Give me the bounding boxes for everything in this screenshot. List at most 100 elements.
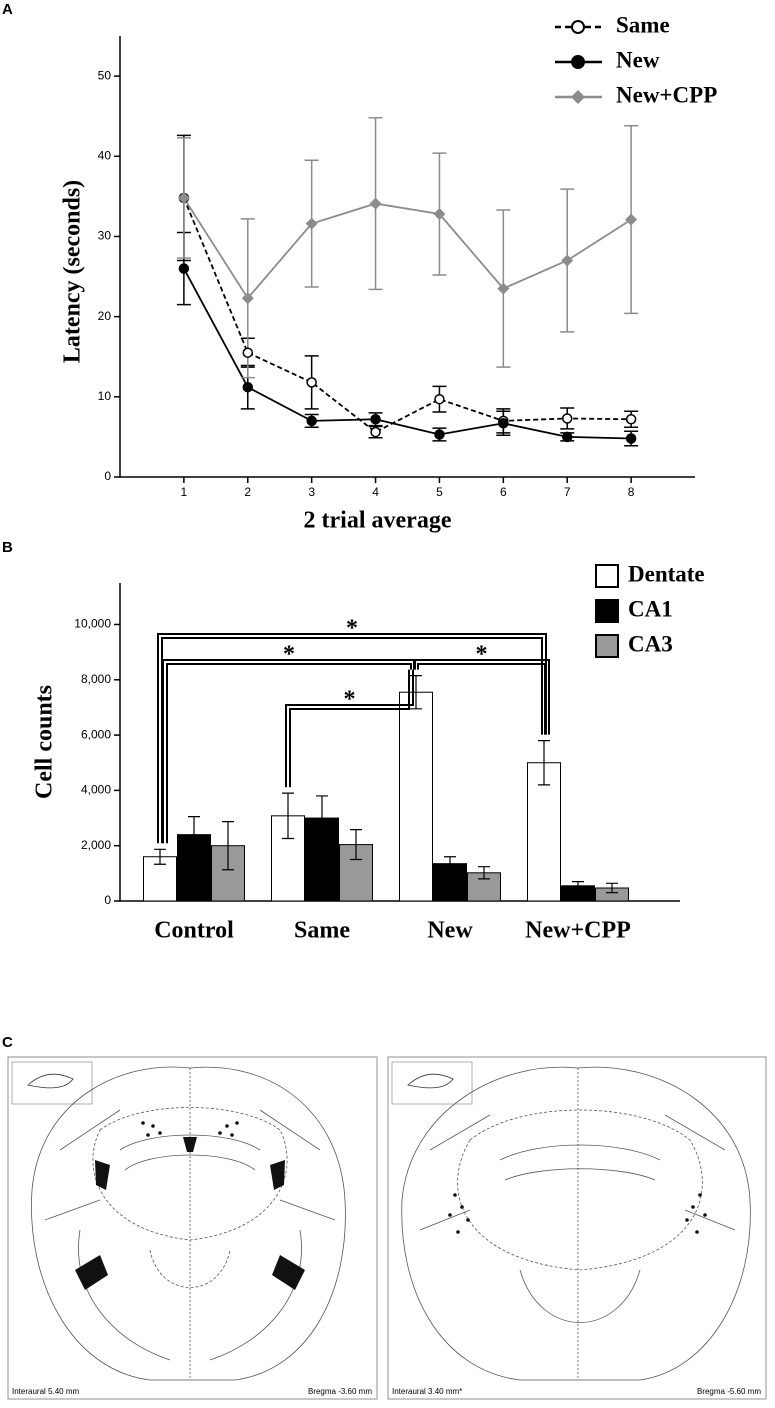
- panel-label: B: [2, 539, 13, 556]
- legend-swatch: [595, 634, 619, 658]
- atlas-label: Interaural 3.40 mm*: [392, 1387, 462, 1396]
- x-tick-label: 7: [564, 485, 571, 499]
- atlas-markers: [75, 1121, 305, 1290]
- marker: [561, 431, 573, 443]
- marker: [241, 292, 254, 305]
- marker: [370, 426, 381, 438]
- y-axis-label: Cell counts: [32, 685, 58, 799]
- x-tick-label: 6: [500, 485, 507, 499]
- x-tick-label: 5: [436, 485, 443, 499]
- series-line: [183, 268, 632, 440]
- x-tick-label: 1: [181, 485, 188, 499]
- marker: [306, 377, 317, 388]
- atlas-section: [7, 1056, 378, 1400]
- error-bar: [350, 829, 362, 861]
- bar: [399, 691, 433, 902]
- error-bar: [282, 792, 294, 840]
- marker: [242, 347, 254, 358]
- error-bar: [222, 821, 234, 871]
- x-tick-label: Control: [154, 918, 234, 944]
- series-line: [183, 197, 632, 300]
- y-axis-label: Latency (seconds): [60, 180, 86, 363]
- x-tick-label: 8: [628, 485, 635, 499]
- marker: [433, 208, 446, 221]
- error-bar: [154, 848, 166, 865]
- marker: [625, 433, 637, 444]
- atlas-label: Bregma -5.60 mm: [697, 1387, 761, 1396]
- panel-label: A: [2, 1, 13, 18]
- x-tick-label: New: [427, 918, 473, 944]
- marker: [561, 254, 574, 267]
- error-bar: [478, 866, 490, 880]
- error-bar: [316, 795, 328, 841]
- y-tick-label: 10: [98, 389, 112, 403]
- legend-label: Dentate: [628, 561, 705, 586]
- legend-label: CA1: [628, 596, 673, 621]
- significance-label: *: [283, 642, 295, 668]
- atlas-section: [387, 1056, 767, 1400]
- significance-bracket: [285, 669, 414, 788]
- bar: [527, 762, 561, 902]
- marker: [177, 191, 190, 204]
- x-tick-label: 2: [244, 485, 251, 499]
- legend-label: New: [616, 47, 660, 72]
- series-line: [183, 197, 632, 434]
- marker: [561, 413, 573, 424]
- marker: [178, 263, 190, 274]
- atlas-label: Bregma -3.60 mm: [308, 1387, 372, 1396]
- significance-label: *: [476, 642, 488, 668]
- legend-label: New+CPP: [616, 82, 717, 107]
- marker: [369, 197, 382, 210]
- error-bar: [188, 816, 200, 854]
- marker: [434, 429, 445, 440]
- x-tick-label: New+CPP: [525, 918, 631, 944]
- y-tick-label: 8,000: [81, 672, 111, 686]
- y-tick-label: 6,000: [81, 727, 111, 741]
- marker: [625, 414, 637, 425]
- error-bar: [606, 882, 618, 894]
- atlas-label: Interaural 5.40 mm: [12, 1387, 79, 1396]
- marker: [242, 381, 254, 393]
- x-axis-label: 2 trial average: [304, 508, 452, 534]
- error-bar: [538, 740, 550, 786]
- y-tick-label: 30: [98, 229, 112, 243]
- panel-label: C: [2, 1034, 13, 1051]
- x-tick-label: Same: [294, 918, 350, 944]
- y-tick-label: 50: [98, 68, 112, 82]
- significance-bracket: [161, 637, 543, 844]
- marker: [625, 213, 638, 226]
- legend-label: Same: [616, 12, 670, 37]
- legend-marker: [571, 90, 585, 104]
- marker: [497, 282, 510, 295]
- significance-bracket: [157, 633, 547, 844]
- y-tick-label: 40: [98, 148, 112, 162]
- significance-bracket: [289, 669, 410, 788]
- y-tick-label: 0: [104, 469, 111, 483]
- y-tick-label: 10,000: [74, 617, 111, 631]
- marker: [370, 414, 381, 425]
- legend-swatch: [595, 599, 619, 623]
- significance-label: *: [344, 687, 356, 713]
- error-bar: [444, 856, 456, 872]
- error-bar: [572, 881, 584, 891]
- marker: [498, 418, 509, 429]
- y-tick-label: 20: [98, 309, 112, 323]
- significance-bracket: [417, 663, 546, 735]
- y-tick-label: 2,000: [81, 838, 111, 852]
- y-tick-label: 0: [104, 893, 111, 907]
- x-tick-label: 4: [372, 485, 379, 499]
- legend-marker: [571, 20, 585, 34]
- legend-label: CA3: [628, 631, 673, 656]
- legend-swatch: [595, 564, 619, 588]
- atlas-markers: [448, 1193, 707, 1234]
- marker: [305, 217, 318, 230]
- marker: [434, 393, 445, 405]
- marker: [306, 415, 317, 427]
- significance-label: *: [346, 616, 358, 642]
- significance-bracket: [166, 663, 412, 844]
- y-tick-label: 4,000: [81, 783, 111, 797]
- legend-marker: [571, 55, 585, 69]
- x-tick-label: 3: [308, 485, 315, 499]
